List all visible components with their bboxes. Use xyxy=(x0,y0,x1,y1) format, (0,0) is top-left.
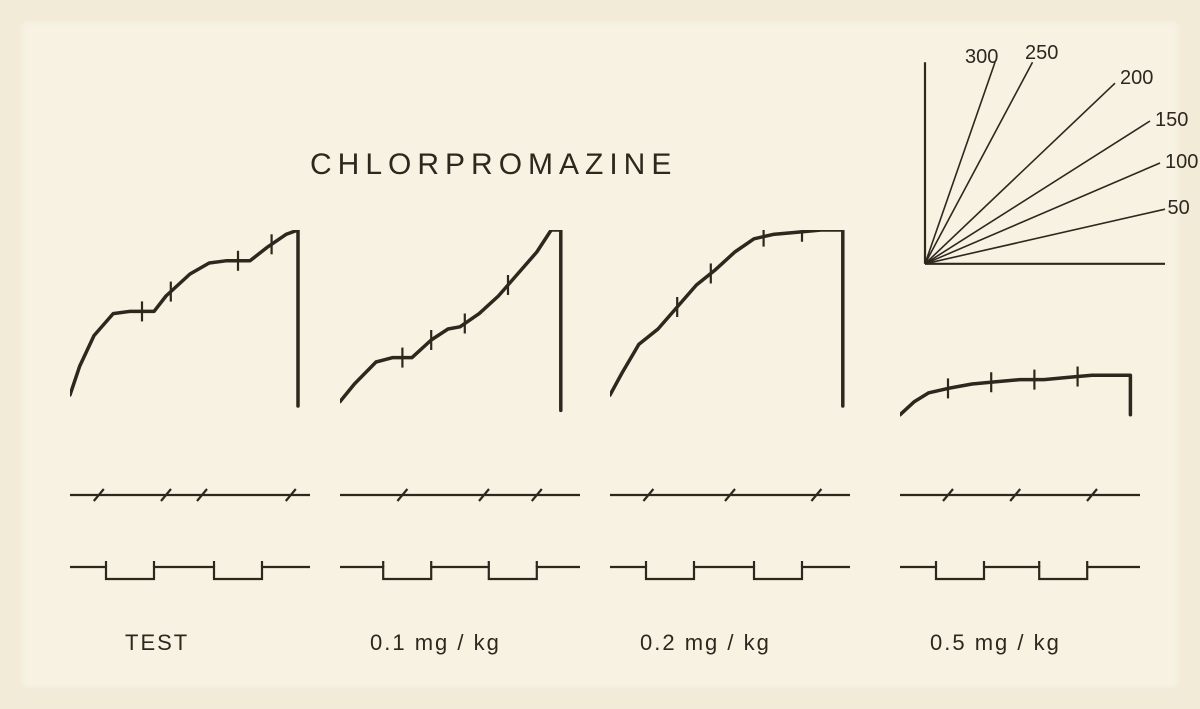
rate-fan-label-250: 250 xyxy=(1025,42,1058,65)
cumulative-record-test xyxy=(70,230,310,450)
panel-label-d01: 0.1 mg / kg xyxy=(370,630,501,656)
panel-label-d02: 0.2 mg / kg xyxy=(640,630,771,656)
stimulus-trace-d02 xyxy=(610,555,850,595)
cumulative-record-d05 xyxy=(900,230,1140,450)
rate-fan-label-50: 50 xyxy=(1168,197,1190,220)
rate-fan-label-300: 300 xyxy=(965,46,998,69)
figure-paper: CHLORPROMAZINE TEST 0.1 mg / kg 0.2 mg / k… xyxy=(20,20,1180,689)
rate-fan-label-100: 100 xyxy=(1165,151,1198,174)
event-trace-d02 xyxy=(610,480,850,510)
stimulus-trace-d01 xyxy=(340,555,580,595)
cumulative-record-d01 xyxy=(340,230,580,450)
panel-label-d05: 0.5 mg / kg xyxy=(930,630,1061,656)
page-root: CHLORPROMAZINE TEST 0.1 mg / kg 0.2 mg / k… xyxy=(0,0,1200,709)
event-trace-test xyxy=(70,480,310,510)
panel-label-test: TEST xyxy=(125,630,189,656)
event-trace-d05 xyxy=(900,480,1140,510)
rate-fan-label-200: 200 xyxy=(1120,67,1153,90)
rate-fan-label-150: 150 xyxy=(1155,109,1188,132)
event-trace-d01 xyxy=(340,480,580,510)
figure-title: CHLORPROMAZINE xyxy=(310,148,677,182)
stimulus-trace-d05 xyxy=(900,555,1140,595)
stimulus-trace-test xyxy=(70,555,310,595)
cumulative-record-d02 xyxy=(610,230,850,450)
